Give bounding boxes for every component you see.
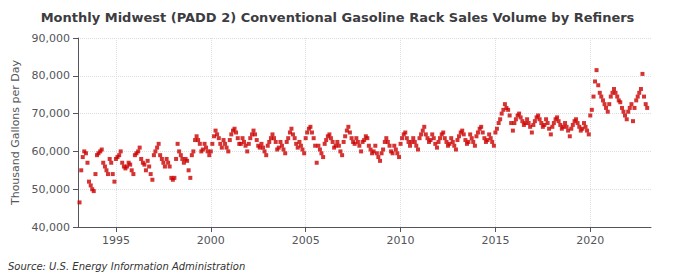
svg-text:Thousand Gallons per Day: Thousand Gallons per Day (9, 59, 22, 206)
svg-text:2020: 2020 (576, 234, 604, 247)
svg-text:Monthly Midwest (PADD 2) Conve: Monthly Midwest (PADD 2) Conventional Ga… (41, 10, 635, 25)
svg-text:40,000: 40,000 (32, 221, 71, 234)
svg-text:2000: 2000 (197, 234, 225, 247)
svg-text:Source: U.S. Energy Informatio: Source: U.S. Energy Information Administ… (8, 261, 245, 272)
svg-text:2005: 2005 (292, 234, 320, 247)
svg-text:70,000: 70,000 (32, 107, 71, 120)
svg-text:2015: 2015 (481, 234, 509, 247)
svg-text:2010: 2010 (387, 234, 415, 247)
svg-text:60,000: 60,000 (32, 145, 71, 158)
svg-text:1995: 1995 (102, 234, 130, 247)
svg-text:90,000: 90,000 (32, 32, 71, 45)
svg-text:50,000: 50,000 (32, 183, 71, 196)
svg-text:80,000: 80,000 (32, 69, 71, 82)
